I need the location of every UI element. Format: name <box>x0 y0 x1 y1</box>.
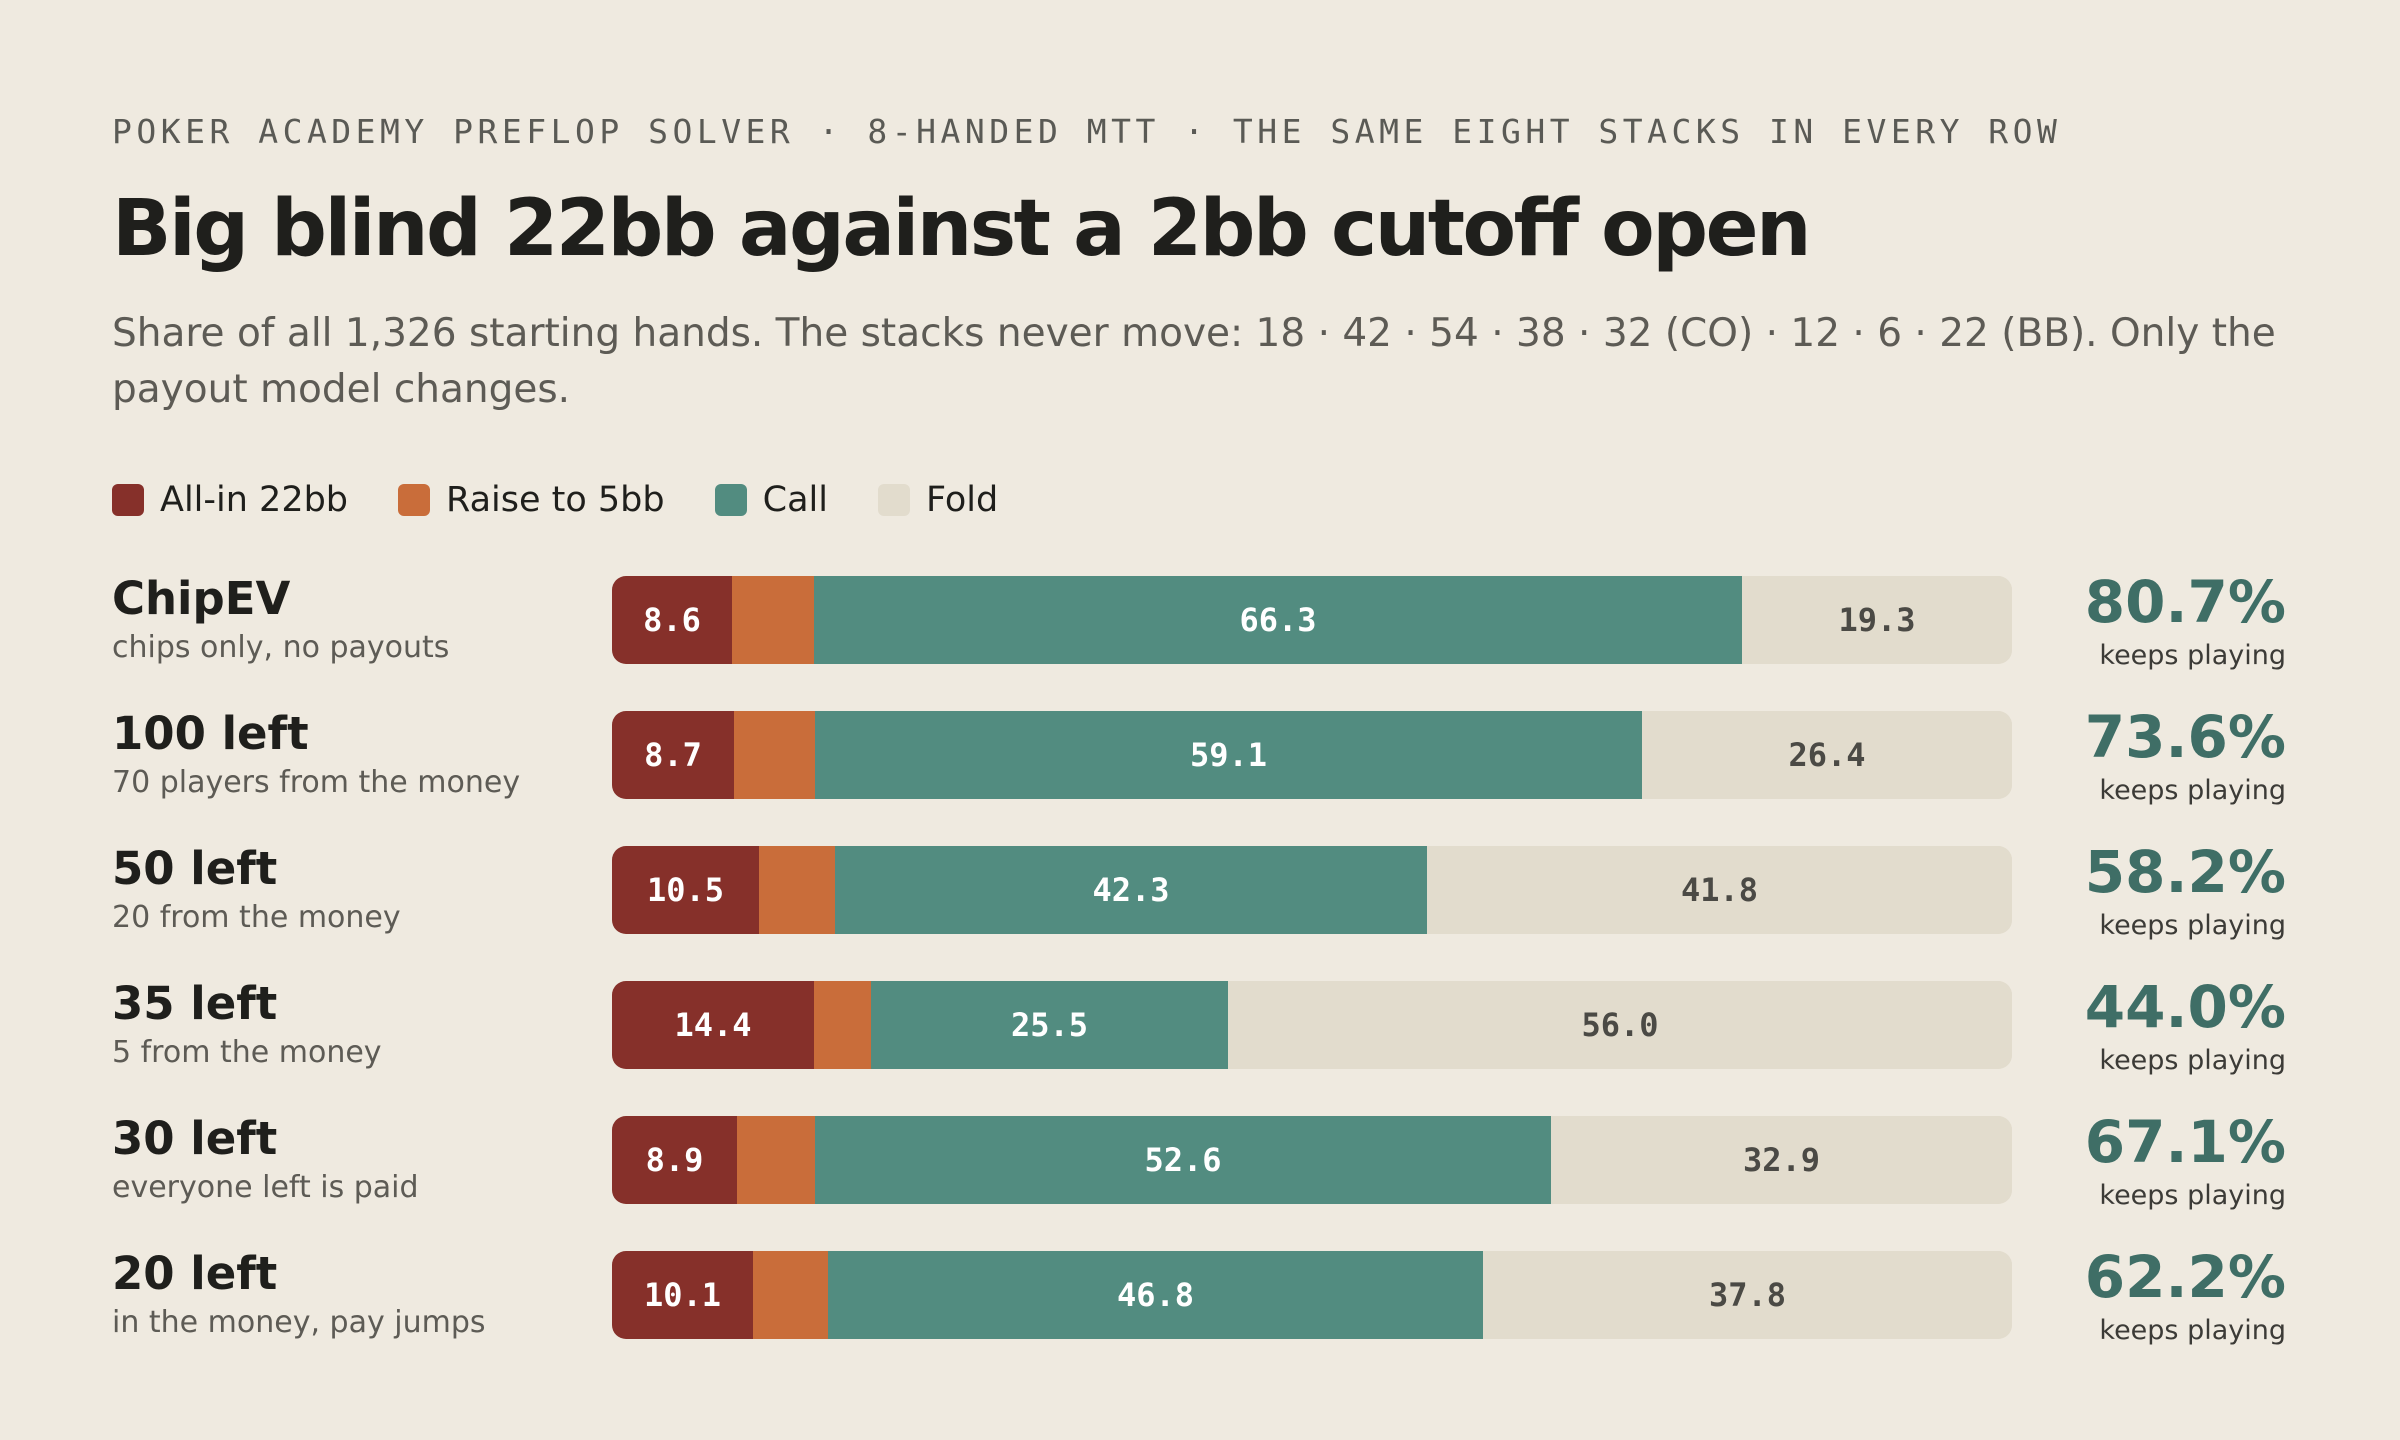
keeps-playing-label: keeps playing <box>2099 1315 2286 1346</box>
legend-item-call: Call <box>714 480 828 520</box>
chart-row: 30 left everyone left is paid 8.9 52.6 32.9 6… <box>0 1108 2400 1216</box>
bar-value-label-allin: 8.7 <box>644 736 702 774</box>
legend: All-in 22bb Raise to 5bb Call Fold <box>112 476 1048 524</box>
bar-segment-fold: 56.0 <box>1228 981 2012 1069</box>
bar-value-label-call: 42.3 <box>1092 871 1170 909</box>
row-subtitle: in the money, pay jumps <box>112 1305 486 1340</box>
bar-value-label-call: 46.8 <box>1116 1276 1195 1314</box>
bar-segment-raise <box>753 1251 828 1339</box>
keeps-playing-label: keeps playing <box>2099 910 2286 941</box>
chart-row: 20 left in the money, pay jumps 10.1 46.8 37… <box>0 1243 2400 1351</box>
row-subtitle: 70 players from the money <box>112 765 521 800</box>
bar-value-label-fold: 37.8 <box>1708 1276 1787 1314</box>
row-name: 35 left <box>112 977 278 1030</box>
bar-segment-call: 42.3 <box>835 846 1427 934</box>
bar-segment-raise <box>734 711 815 799</box>
bar-segment-fold: 41.8 <box>1427 846 2012 934</box>
chart-title: Big blind 22bb against a 2bb cutoff open <box>112 184 1812 274</box>
legend-label-call: Call <box>762 480 828 520</box>
keeps-playing-label: keeps playing <box>2099 640 2286 671</box>
bar-track: 8.6 66.3 19.3 <box>612 576 2012 664</box>
bar-value-label-fold: 56.0 <box>1581 1006 1659 1044</box>
bar-value-label-allin: 10.5 <box>646 871 725 909</box>
row-name: 100 left <box>112 707 309 760</box>
legend-swatch-raise <box>398 484 431 516</box>
kicker: POKER ACADEMY PREFLOP SOLVER · 8-HANDED … <box>112 112 2062 151</box>
bar-track: 10.1 46.8 37.8 <box>612 1251 2012 1339</box>
row-subtitle: 20 from the money <box>112 900 401 935</box>
keeps-playing-label: keeps playing <box>2099 1180 2286 1211</box>
bar-segment-fold: 19.3 <box>1742 576 2012 664</box>
chart-subtitle: Share of all 1,326 starting hands. The s… <box>112 311 2276 412</box>
keeps-playing-value: 58.2% <box>2084 838 2286 906</box>
keeps-playing-value: 73.6% <box>2084 703 2286 771</box>
bar-segment-allin: 14.4 <box>612 981 814 1069</box>
keeps-playing-label: keeps playing <box>2099 1045 2286 1076</box>
bar-segment-fold: 26.4 <box>1642 711 2012 799</box>
bar-value-label-call: 52.6 <box>1144 1141 1222 1179</box>
bar-segment-call: 52.6 <box>815 1116 1551 1204</box>
bar-track: 8.7 59.1 26.4 <box>612 711 2012 799</box>
bar-value-label-allin: 10.1 <box>643 1276 722 1314</box>
keeps-playing-value: 80.7% <box>2084 568 2286 636</box>
bar-segment-call: 59.1 <box>815 711 1642 799</box>
row-subtitle: chips only, no payouts <box>112 630 450 665</box>
chart-row: 50 left 20 from the money 10.5 42.3 41.8 58.2… <box>0 838 2400 946</box>
bar-value-label-fold: 32.9 <box>1742 1141 1821 1179</box>
legend-label-raise: Raise to 5bb <box>446 480 665 520</box>
keeps-playing-value: 67.1% <box>2084 1108 2286 1176</box>
bar-track: 10.5 42.3 41.8 <box>612 846 2012 934</box>
row-subtitle: everyone left is paid <box>112 1170 419 1205</box>
bar-segment-fold: 32.9 <box>1551 1116 2012 1204</box>
keeps-playing-value: 62.2% <box>2084 1243 2286 1311</box>
bar-segment-allin: 8.9 <box>612 1116 737 1204</box>
bar-value-label-allin: 8.9 <box>645 1141 704 1179</box>
legend-item-allin: All-in 22bb <box>112 480 348 520</box>
bar-value-label-fold: 41.8 <box>1680 871 1759 909</box>
keeps-playing-label: keeps playing <box>2099 775 2286 806</box>
legend-swatch-allin <box>112 484 144 516</box>
bar-value-label-call: 25.5 <box>1010 1006 1089 1044</box>
bar-segment-raise <box>759 846 835 934</box>
legend-label-allin: All-in 22bb <box>160 480 349 520</box>
row-name: 20 left <box>112 1247 278 1300</box>
bar-segment-allin: 8.6 <box>612 576 732 664</box>
bar-value-label-allin: 14.4 <box>674 1006 752 1044</box>
bar-value-label-fold: 26.4 <box>1788 736 1866 774</box>
bar-segment-call: 46.8 <box>828 1251 1483 1339</box>
row-name: ChipEV <box>112 572 291 625</box>
bar-segment-raise <box>737 1116 815 1204</box>
legend-swatch-fold <box>877 484 910 516</box>
legend-item-raise: Raise to 5bb <box>398 480 665 520</box>
bar-value-label-call: 66.3 <box>1239 601 1317 639</box>
chart-row: ChipEV chips only, no payouts 8.6 66.3 19.3 8… <box>0 568 2400 676</box>
bar-segment-raise <box>732 576 814 664</box>
bar-value-label-allin: 8.6 <box>643 601 701 639</box>
bar-segment-allin: 8.7 <box>612 711 734 799</box>
legend-item-fold: Fold <box>877 480 999 520</box>
bar-track: 8.9 52.6 32.9 <box>612 1116 2012 1204</box>
chart-row: 100 left 70 players from the money 8.7 59.1… <box>0 703 2400 811</box>
bar-segment-allin: 10.5 <box>612 846 759 934</box>
bar-segment-allin: 10.1 <box>612 1251 753 1339</box>
row-name: 30 left <box>112 1112 278 1165</box>
row-name: 50 left <box>112 842 278 895</box>
bar-segment-call: 25.5 <box>871 981 1228 1069</box>
row-subtitle: 5 from the money <box>112 1035 382 1070</box>
keeps-playing-value: 44.0% <box>2084 973 2286 1041</box>
bar-segment-raise <box>814 981 871 1069</box>
bar-segment-fold: 37.8 <box>1483 1251 2012 1339</box>
chart-row: 35 left 5 from the money 14.4 25.5 56.0 44.0%… <box>0 973 2400 1081</box>
bar-segment-call: 66.3 <box>814 576 1742 664</box>
bar-track: 14.4 25.5 56.0 <box>612 981 2012 1069</box>
bar-value-label-call: 59.1 <box>1189 736 1268 774</box>
legend-swatch-call <box>714 484 747 516</box>
legend-label-fold: Fold <box>925 480 999 520</box>
bar-value-label-fold: 19.3 <box>1838 601 1916 639</box>
